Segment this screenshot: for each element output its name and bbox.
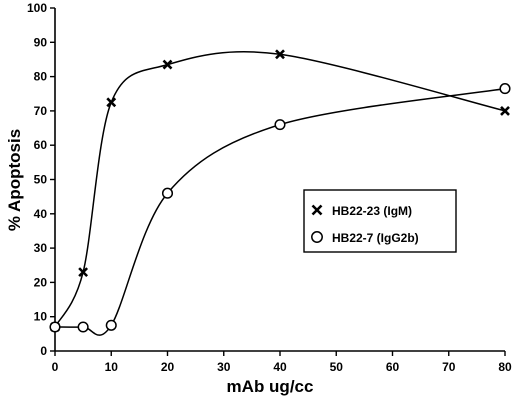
legend: HB22-23 (IgM) HB22-7 (IgG2b) xyxy=(303,189,457,253)
y-tick-label: 70 xyxy=(34,104,48,118)
data-point-x xyxy=(162,59,173,70)
y-tick-label: 20 xyxy=(34,275,48,289)
data-point-circle xyxy=(274,119,286,131)
y-axis-title: % Apoptosis xyxy=(5,129,24,231)
legend-circle-symbol xyxy=(311,231,323,243)
y-axis-ticks: 0 10 20 30 40 50 60 70 80 90 100 xyxy=(27,1,55,358)
y-tick-label: 50 xyxy=(34,173,48,187)
data-point-circle xyxy=(49,321,61,333)
legend-marker-x xyxy=(311,204,323,216)
data-point-x xyxy=(78,267,89,278)
data-point-circle xyxy=(161,187,174,199)
y-tick-label: 0 xyxy=(40,344,47,358)
y-tick-label: 90 xyxy=(34,35,48,49)
data-point-x xyxy=(106,97,117,108)
legend-label-hb22-23: HB22-23 (IgM) xyxy=(332,204,412,218)
y-tick-label: 60 xyxy=(34,138,48,152)
x-tick-label: 20 xyxy=(161,360,175,374)
data-point-x xyxy=(500,105,510,116)
y-tick-label: 30 xyxy=(34,241,48,255)
x-tick-label: 60 xyxy=(386,360,400,374)
y-tick-label: 40 xyxy=(34,207,48,221)
x-tick-label: 40 xyxy=(273,360,287,374)
legend-label-hb22-7: HB22-7 (IgG2b) xyxy=(332,231,419,245)
legend-marker-circle xyxy=(311,231,323,243)
data-point-circle xyxy=(77,321,89,333)
y-tick-label: 80 xyxy=(34,70,48,84)
data-point-circle xyxy=(105,319,117,331)
legend-x-symbol xyxy=(311,204,323,216)
x-axis-ticks: 0 10 20 30 40 50 60 70 80 xyxy=(52,351,512,374)
legend-box xyxy=(303,189,457,253)
series-markers xyxy=(49,49,511,333)
x-tick-label: 80 xyxy=(498,360,512,374)
x-tick-label: 30 xyxy=(217,360,231,374)
y-tick-label: 10 xyxy=(34,310,48,324)
y-tick-label: 100 xyxy=(27,1,47,15)
data-point-x xyxy=(275,49,285,60)
data-point-circle xyxy=(499,83,511,95)
x-axis-title: mAb ug/cc xyxy=(227,377,314,396)
x-tick-label: 70 xyxy=(442,360,456,374)
x-tick-label: 50 xyxy=(330,360,344,374)
x-tick-label: 0 xyxy=(52,360,59,374)
x-tick-label: 10 xyxy=(105,360,119,374)
